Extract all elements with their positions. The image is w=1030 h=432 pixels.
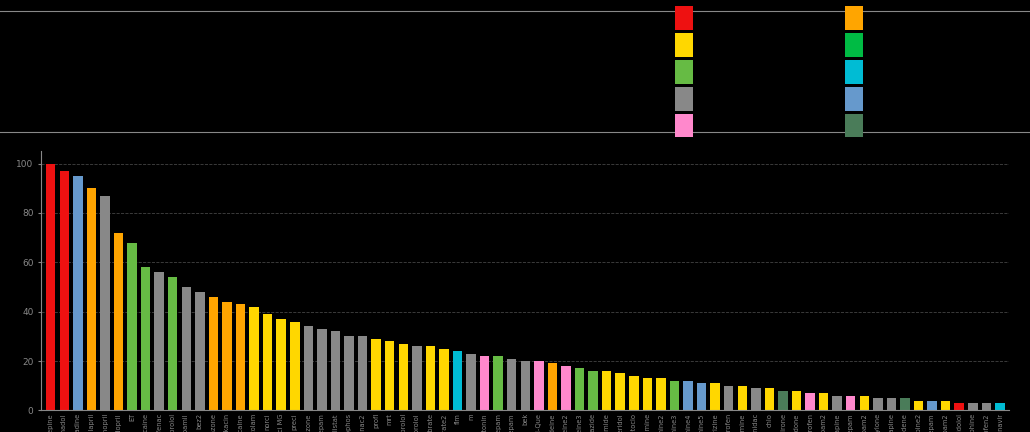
Bar (751, 388, 760, 410)
Bar (113, 233, 124, 410)
Bar (616, 373, 625, 410)
Bar (764, 388, 775, 410)
Bar (643, 378, 652, 410)
Bar (399, 344, 408, 410)
Bar (453, 351, 462, 410)
Bar (955, 403, 964, 410)
Bar (128, 242, 137, 410)
Bar (493, 356, 503, 410)
Bar (927, 400, 937, 410)
Bar (100, 196, 109, 410)
Bar (60, 171, 69, 410)
Bar (588, 371, 597, 410)
Bar (209, 297, 218, 410)
Bar (561, 366, 571, 410)
Bar (46, 164, 56, 410)
Bar (439, 349, 449, 410)
Bar (73, 176, 82, 410)
Bar (819, 393, 828, 410)
Bar (535, 361, 544, 410)
Bar (548, 363, 557, 410)
Bar (141, 267, 150, 410)
Bar (222, 302, 232, 410)
Bar (304, 327, 313, 410)
Bar (873, 398, 883, 410)
Bar (385, 341, 394, 410)
Bar (317, 329, 327, 410)
Bar (575, 368, 584, 410)
Bar (832, 396, 842, 410)
Bar (480, 356, 489, 410)
Bar (629, 376, 639, 410)
Bar (860, 396, 869, 410)
Bar (87, 188, 96, 410)
Bar (670, 381, 679, 410)
Bar (168, 277, 177, 410)
Bar (372, 339, 381, 410)
Bar (683, 381, 693, 410)
Bar (602, 371, 612, 410)
Bar (181, 287, 191, 410)
Bar (344, 337, 353, 410)
Bar (982, 403, 991, 410)
Bar (249, 307, 259, 410)
Bar (276, 319, 286, 410)
Bar (263, 314, 272, 410)
Bar (412, 346, 421, 410)
Bar (914, 400, 923, 410)
Bar (724, 386, 733, 410)
Bar (792, 391, 801, 410)
Bar (995, 403, 1004, 410)
Bar (331, 331, 340, 410)
Bar (290, 321, 300, 410)
Bar (697, 383, 707, 410)
Bar (425, 346, 435, 410)
Bar (779, 391, 788, 410)
Bar (236, 304, 245, 410)
Bar (711, 383, 720, 410)
Bar (357, 337, 368, 410)
Bar (467, 354, 476, 410)
Bar (195, 292, 205, 410)
Bar (805, 393, 815, 410)
Bar (846, 396, 856, 410)
Bar (154, 272, 164, 410)
Bar (941, 400, 951, 410)
Bar (900, 398, 909, 410)
Bar (656, 378, 665, 410)
Bar (887, 398, 896, 410)
Bar (968, 403, 977, 410)
Bar (737, 386, 747, 410)
Bar (507, 359, 516, 410)
Bar (520, 361, 530, 410)
